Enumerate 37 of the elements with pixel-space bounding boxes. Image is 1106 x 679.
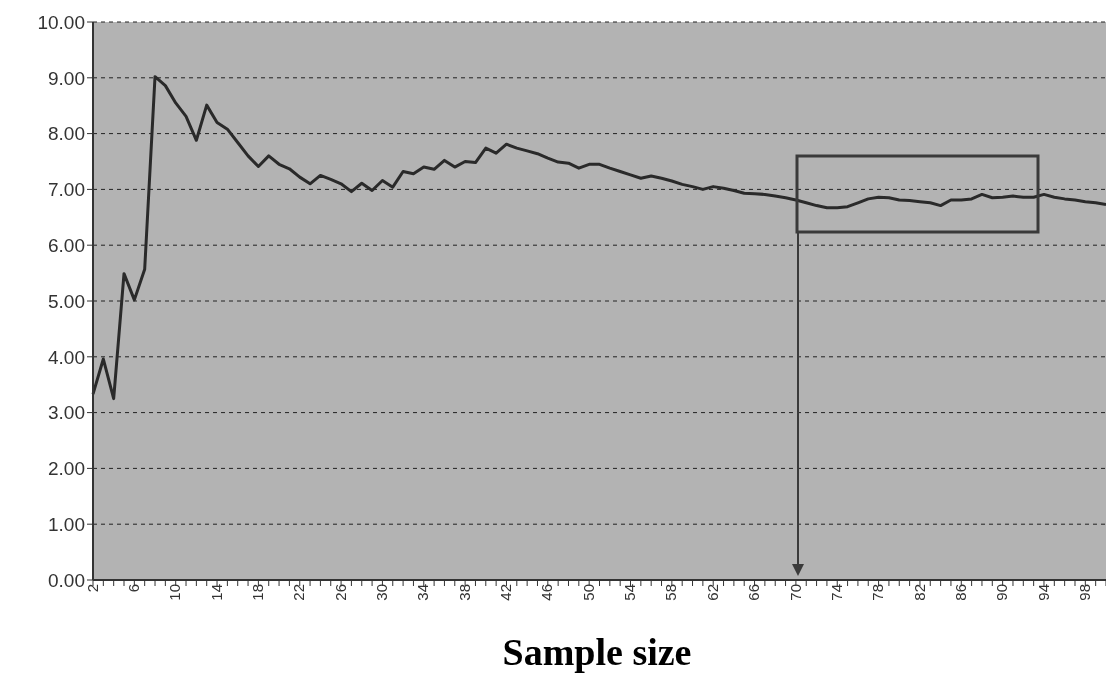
x-tick-label: 98 — [1075, 584, 1093, 601]
x-tick-label: 34 — [414, 584, 432, 601]
y-tick-label: 0.00 — [48, 569, 85, 591]
x-tick-label: 58 — [662, 584, 680, 601]
x-tick-label: 74 — [827, 584, 845, 601]
x-tick-label: 42 — [497, 584, 515, 601]
y-tick-label: 8.00 — [48, 123, 85, 145]
x-tick-label: 54 — [621, 584, 639, 601]
y-tick-label: 2.00 — [48, 458, 85, 480]
x-tick-label: 46 — [538, 584, 556, 601]
x-tick-label: 62 — [703, 584, 721, 601]
x-tick-label: 38 — [455, 584, 473, 601]
y-tick-label: 4.00 — [48, 346, 85, 368]
x-tick-label: 70 — [786, 584, 804, 601]
x-tick-label: 2 — [83, 584, 101, 593]
x-tick-label: 94 — [1034, 584, 1052, 601]
y-tick-label: 3.00 — [48, 402, 85, 424]
y-tick-label: 6.00 — [48, 234, 85, 256]
x-tick-label: 50 — [579, 584, 597, 601]
x-tick-label: 14 — [207, 584, 225, 601]
x-tick-label: 18 — [249, 584, 267, 601]
x-tick-label: 22 — [290, 584, 308, 601]
x-tick-label: 78 — [869, 584, 887, 601]
x-tick-label: 90 — [993, 584, 1011, 601]
x-tick-label: 30 — [373, 584, 391, 601]
y-tick-label: 7.00 — [48, 179, 85, 201]
y-tick-label: 1.00 — [48, 513, 85, 535]
x-tick-label: 10 — [166, 584, 184, 601]
x-tick-label: 86 — [951, 584, 969, 601]
y-tick-label: 9.00 — [48, 67, 85, 89]
x-tick-label: 6 — [125, 584, 142, 593]
y-tick-label: 5.00 — [48, 290, 85, 312]
x-tick-label: 26 — [331, 584, 349, 601]
x-tick-label: 66 — [745, 584, 763, 601]
y-tick-label: 10.00 — [37, 11, 85, 33]
x-tick-label: 82 — [910, 584, 928, 601]
x-axis-title: Sample size — [501, 630, 693, 674]
